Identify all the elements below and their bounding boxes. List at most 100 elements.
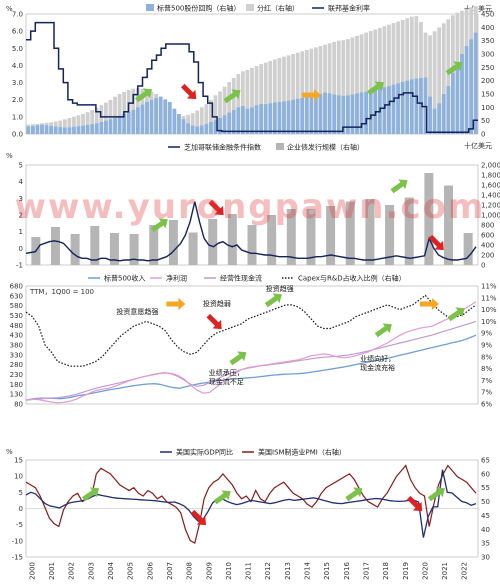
panel1-left-tick: 4.0 <box>12 62 23 70</box>
panel1-dividend-bar <box>355 35 359 134</box>
panel4-arrow-down-2019-shape <box>406 495 423 512</box>
panel1-buyback-bar <box>327 93 332 134</box>
panel1-buyback-bar <box>414 78 419 134</box>
panel3-arrow-up-2018 <box>374 323 392 338</box>
panel3-right-tick: 9% <box>481 342 492 350</box>
panel3-right-tick: 6% <box>481 401 492 409</box>
panel1-dividend-bar <box>336 40 341 134</box>
panel4-arrow-down-2008-shape <box>190 509 207 526</box>
panel1-buyback-bar <box>62 127 67 134</box>
panel1-dividend-bar <box>99 105 104 134</box>
panel4-year-tick: 2013 <box>284 562 292 580</box>
panel4-year-tick: 2021 <box>441 562 449 580</box>
panel1-buyback-bar <box>409 79 414 134</box>
panel1-dividend-bar <box>314 47 318 135</box>
panel2-bond-bar <box>70 234 80 265</box>
panel2-left-tick: 4 <box>19 178 24 186</box>
panel3-right-tick: 7% <box>481 389 492 397</box>
panel1-right-tick: 0 <box>481 131 485 139</box>
panel1-dividend-bar <box>231 78 236 134</box>
panel1-dividend-bar <box>400 19 405 134</box>
panel1-arrow-up-2017-shape <box>367 81 385 96</box>
panel1-dividend-bar <box>277 58 282 134</box>
panel1-dividend-bar <box>428 35 432 135</box>
panel4-right-tick: 55 <box>481 484 490 492</box>
panel1-buyback-bar <box>177 114 181 134</box>
panel3-sales-line <box>25 334 477 401</box>
panel1-buyback-bar <box>126 111 131 134</box>
panel1-buyback-bar <box>222 115 227 134</box>
panel2-bond-bar <box>129 234 139 265</box>
panel4-year-tick: 2003 <box>87 562 95 580</box>
panel1-arrow-up-2021-shape <box>445 61 463 76</box>
panel1-buyback-bar <box>432 108 437 134</box>
panel2-bond-bar <box>306 209 316 265</box>
panel1-buyback-bar <box>140 104 145 134</box>
panel1-buyback-bar <box>300 98 305 134</box>
panel1-arrow-down-2008 <box>180 83 197 100</box>
panel4-arrow-up-2003-shape <box>82 487 100 502</box>
panel2-right-tick: 1,400 <box>481 192 500 200</box>
panel1-buyback-bar <box>218 118 222 134</box>
panel1-buyback-bar <box>72 126 76 134</box>
panel1-buyback-bar <box>460 54 464 134</box>
panel1-dividend-bar <box>67 118 72 134</box>
panel3-arrow-up-2018-shape <box>374 323 392 338</box>
panel1-buyback-bar <box>259 104 264 134</box>
panel1-dividend-bar <box>295 52 300 134</box>
panel1-dividend-bar <box>323 44 327 134</box>
panel1-dividend-bar <box>209 99 213 134</box>
panel1-buyback-bar <box>240 106 245 134</box>
panel1-buyback-bar <box>282 101 286 134</box>
panel2-bond-bar <box>208 219 218 265</box>
panel4-year-tick: 2012 <box>264 562 272 580</box>
panel1-buyback-bar <box>469 39 474 135</box>
panel1-buyback-bar <box>158 96 163 134</box>
panel1-arrow-flat-2014 <box>301 89 321 101</box>
panel1-dividend-bar <box>245 70 250 134</box>
panel1-buyback-bar <box>359 92 364 134</box>
panel2-bond-bar <box>109 233 119 265</box>
panel1-buyback-bar <box>67 127 72 134</box>
panel2-bond-bar <box>424 173 434 265</box>
panel4-year-tick: 2009 <box>205 562 213 580</box>
panel2-right-tick: 1,600 <box>481 182 500 190</box>
panel4-legend-pmi-label: 美国ISM制造业PMI（右轴） <box>258 448 346 457</box>
panel3-arrow-down-2009 <box>206 313 222 330</box>
panel4-arrow-up-2016 <box>345 487 363 502</box>
panel1-buyback-bar <box>113 118 117 134</box>
panel2-arrow-up-2019-shape <box>390 179 408 194</box>
panel4-arrow-up-2020 <box>427 487 445 502</box>
panel1-dividend-bar <box>90 110 95 134</box>
panel1-buyback-bar <box>323 92 327 134</box>
panel3-arrow-down-2009-shape <box>206 313 222 330</box>
panel1-right-unit: 十亿美元 <box>464 4 492 13</box>
panel1-dividend-bar <box>437 27 442 134</box>
panel2-left-tick: 3 <box>19 195 23 203</box>
panel1-dividend-bar <box>327 43 332 135</box>
panel2-bond-bar <box>463 233 473 265</box>
panel2-left-tick: 1 <box>19 228 23 236</box>
panel1-left-tick: 7.0 <box>12 11 23 19</box>
panel1-buyback-bar <box>81 125 85 134</box>
panel1-buyback-bar <box>195 126 200 134</box>
panel1-dividend-bar <box>341 40 346 135</box>
panel1-buyback-bar <box>341 95 346 134</box>
panel2-bond-bar <box>404 197 414 265</box>
panel3-annotation-invest-weak: 投资趋弱 <box>203 299 231 308</box>
panel3-arrow-flat-2020-shape <box>419 298 439 310</box>
panel2-arrow-up-2006-shape <box>150 218 168 233</box>
panel1-left-unit: % <box>6 5 13 13</box>
panel1-buyback-bar <box>254 105 259 134</box>
panel1-buyback-bar <box>181 119 186 134</box>
panel1-buyback-bar <box>26 126 31 134</box>
panel3-left-tick: 430 <box>10 332 23 340</box>
panel1-dividend-bar <box>213 95 218 134</box>
panel4-right-tick: 60 <box>481 470 490 478</box>
panel2-arrow-down-2020-shape <box>428 234 444 251</box>
panel1-dividend-bar <box>204 104 209 134</box>
panel1-dividend-bar <box>240 71 245 134</box>
panel2-arrow-down-2009 <box>208 199 224 216</box>
panel1-dividend-bar <box>76 115 81 134</box>
panel2-arrow-up-2019 <box>390 179 408 194</box>
